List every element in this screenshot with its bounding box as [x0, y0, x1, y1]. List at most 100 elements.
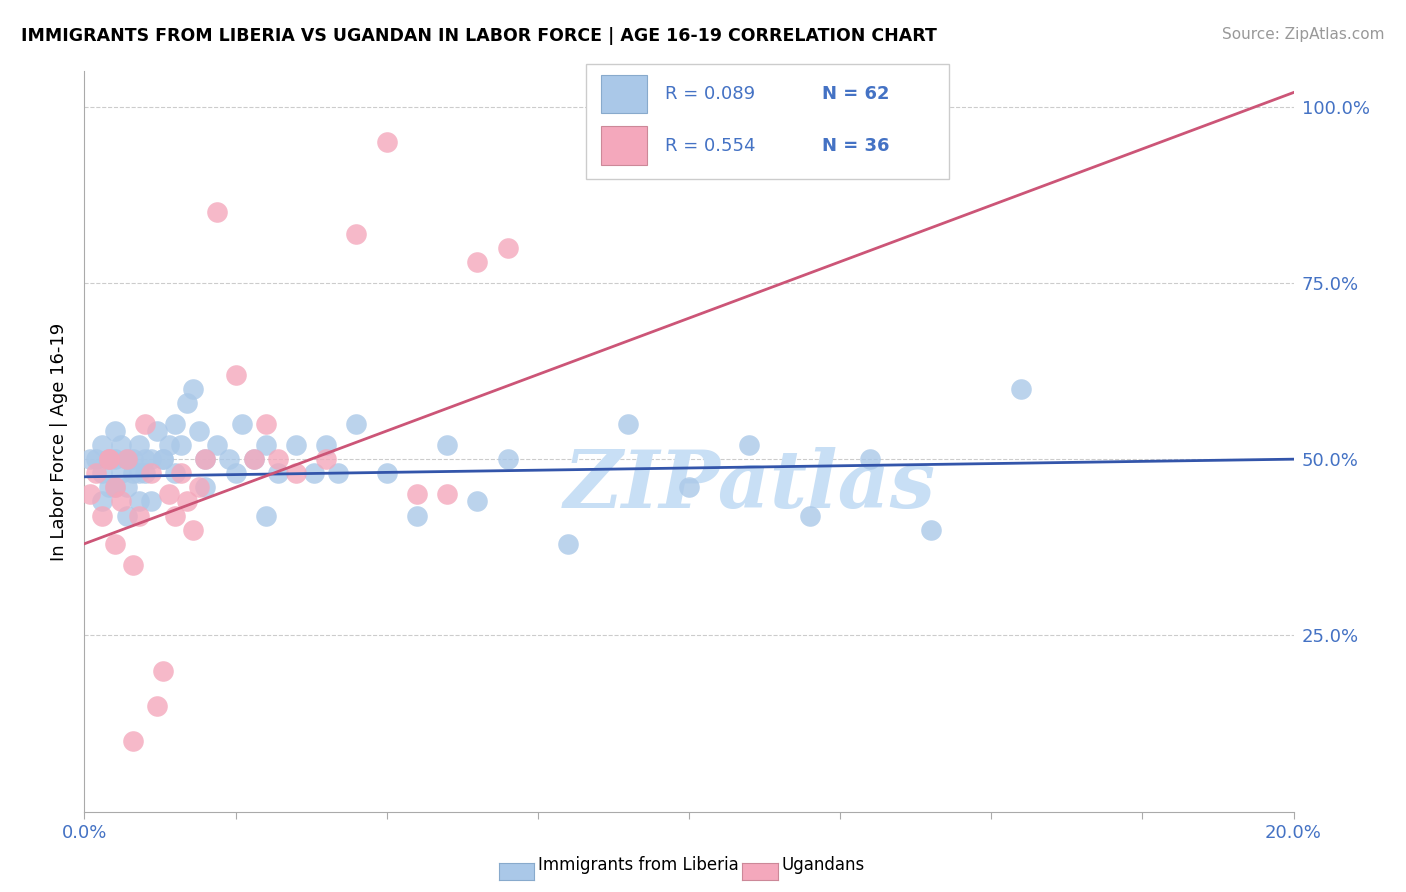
- Point: [86, 452, 108, 467]
- Point: [146, 698, 169, 713]
- Point: [121, 558, 143, 572]
- Point: [267, 467, 290, 481]
- Point: [678, 480, 700, 494]
- Point: [128, 508, 150, 523]
- Point: [617, 417, 640, 431]
- Point: [79, 487, 101, 501]
- Bar: [600, 75, 647, 113]
- Point: [254, 417, 277, 431]
- Point: [225, 467, 247, 481]
- Point: [406, 487, 429, 501]
- Point: [110, 438, 132, 452]
- Point: [91, 467, 114, 481]
- Point: [194, 452, 217, 467]
- Point: [104, 452, 127, 467]
- Point: [406, 508, 429, 523]
- Point: [436, 487, 458, 501]
- Point: [139, 494, 162, 508]
- Point: [91, 438, 114, 452]
- Point: [496, 241, 519, 255]
- Point: [315, 452, 337, 467]
- Point: [165, 508, 187, 523]
- Point: [176, 494, 198, 508]
- Point: [254, 438, 277, 452]
- Text: Ugandans: Ugandans: [782, 856, 865, 874]
- Point: [242, 452, 264, 467]
- Point: [346, 417, 368, 431]
- Point: [738, 438, 761, 452]
- Point: [115, 480, 138, 494]
- Point: [152, 452, 174, 467]
- Point: [285, 467, 308, 481]
- Text: Source: ZipAtlas.com: Source: ZipAtlas.com: [1222, 27, 1385, 42]
- Point: [121, 734, 143, 748]
- Text: IMMIGRANTS FROM LIBERIA VS UGANDAN IN LABOR FORCE | AGE 16-19 CORRELATION CHART: IMMIGRANTS FROM LIBERIA VS UGANDAN IN LA…: [21, 27, 936, 45]
- Point: [176, 396, 198, 410]
- Point: [97, 452, 120, 467]
- Point: [139, 467, 162, 481]
- Point: [115, 508, 138, 523]
- Point: [285, 438, 308, 452]
- Point: [188, 480, 211, 494]
- Point: [110, 494, 132, 508]
- Point: [920, 523, 942, 537]
- Point: [557, 537, 579, 551]
- Point: [97, 480, 120, 494]
- Point: [128, 467, 150, 481]
- FancyBboxPatch shape: [586, 64, 949, 178]
- Point: [165, 417, 187, 431]
- Point: [346, 227, 368, 241]
- Point: [134, 452, 156, 467]
- Bar: [600, 127, 647, 165]
- Y-axis label: In Labor Force | Age 16-19: In Labor Force | Age 16-19: [49, 322, 67, 561]
- Point: [328, 467, 350, 481]
- Point: [146, 424, 169, 438]
- Point: [128, 494, 150, 508]
- Point: [467, 254, 489, 268]
- Point: [91, 494, 114, 508]
- Point: [134, 417, 156, 431]
- Point: [799, 508, 821, 523]
- Point: [157, 438, 180, 452]
- Point: [115, 452, 138, 467]
- Point: [194, 480, 217, 494]
- Point: [181, 523, 204, 537]
- Point: [1011, 382, 1033, 396]
- Point: [225, 368, 247, 382]
- Point: [121, 467, 143, 481]
- Point: [194, 452, 217, 467]
- Point: [97, 452, 120, 467]
- Point: [207, 205, 229, 219]
- Point: [436, 438, 458, 452]
- Point: [218, 452, 240, 467]
- Point: [134, 467, 156, 481]
- Point: [467, 494, 489, 508]
- Text: ZIPatlas: ZIPatlas: [564, 447, 935, 524]
- Point: [496, 452, 519, 467]
- Point: [165, 467, 187, 481]
- Point: [152, 664, 174, 678]
- Point: [110, 467, 132, 481]
- Text: N = 36: N = 36: [823, 136, 890, 154]
- Text: Immigrants from Liberia: Immigrants from Liberia: [538, 856, 740, 874]
- Point: [315, 438, 337, 452]
- Point: [254, 508, 277, 523]
- Point: [139, 452, 162, 467]
- Point: [86, 467, 108, 481]
- Point: [115, 452, 138, 467]
- Point: [375, 467, 398, 481]
- Point: [104, 480, 127, 494]
- Point: [375, 135, 398, 149]
- Point: [104, 537, 127, 551]
- Point: [181, 382, 204, 396]
- Point: [188, 424, 211, 438]
- Point: [859, 452, 882, 467]
- Point: [170, 438, 193, 452]
- Point: [152, 452, 174, 467]
- Point: [91, 508, 114, 523]
- Point: [128, 438, 150, 452]
- Point: [267, 452, 290, 467]
- Point: [207, 438, 229, 452]
- Point: [231, 417, 253, 431]
- Point: [121, 452, 143, 467]
